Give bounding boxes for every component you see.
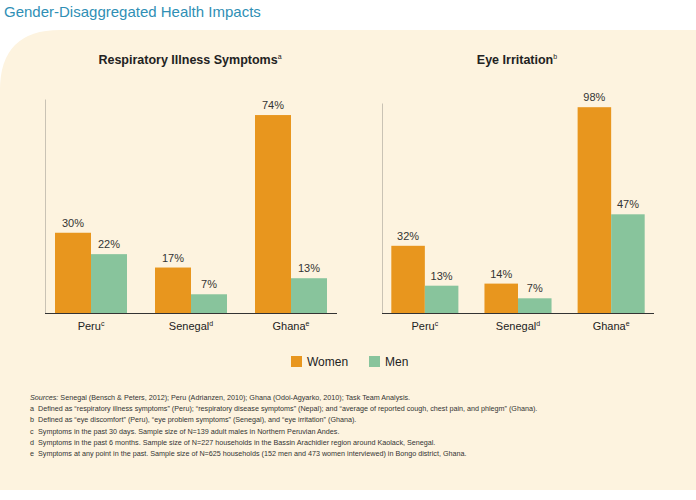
x-tick-note: c (435, 320, 439, 327)
page-title: Gender-Disaggregated Health Impacts (4, 3, 261, 20)
data-labels: 32% 14% 98% 13% 7% 47% (397, 91, 639, 294)
x-tick: Peruc (78, 313, 105, 332)
sources-label: Sources: (30, 393, 58, 402)
x-tick-note: d (209, 320, 213, 327)
note: e Symptoms at any point in the past. Samp… (30, 449, 467, 458)
legend-item: Women (291, 355, 348, 369)
note-text: Symptoms at any point in the past. Sampl… (38, 449, 467, 458)
bar (518, 298, 552, 313)
y-axis (45, 100, 46, 314)
x-tick-label: Senegald (169, 320, 213, 332)
legend: Women Men (291, 355, 408, 369)
legend-swatch (291, 356, 302, 367)
note-mark: c (30, 427, 34, 436)
x-tick: Ghanae (273, 313, 310, 332)
x-tick-label: Ghanae (593, 320, 630, 332)
data-label: 32% (397, 230, 419, 242)
y-axis (382, 104, 383, 314)
note-mark: d (30, 438, 34, 447)
note-mark: a (30, 404, 34, 413)
bar (391, 246, 425, 313)
note-text: Defined as “eye discomfort” (Peru), “eye… (38, 415, 356, 424)
x-tick-note: d (536, 320, 540, 327)
note-mark: e (30, 449, 34, 458)
x-tick-note: e (306, 320, 310, 327)
x-tick-label: Peruc (78, 320, 105, 332)
x-tick-label: Ghanae (273, 320, 310, 332)
x-tick-label: Senegald (496, 320, 540, 332)
bar (191, 294, 227, 313)
sources: Sources: Senegal (Bensch & Peters, 2012)… (30, 393, 410, 402)
chart-title: Eye Irritationb (477, 53, 557, 67)
bar (578, 107, 612, 313)
panel (0, 30, 696, 490)
chart-title: Respiratory Illness Symptomsa (98, 53, 281, 67)
data-label: 98% (583, 91, 605, 103)
legend-label: Men (385, 355, 408, 369)
page: Gender-Disaggregated Health Impacts Respi… (0, 0, 696, 500)
note: d Symptoms in the past 6 months. Sample s… (30, 438, 435, 447)
note-text: Symptoms in the past 6 months. Sample si… (38, 438, 435, 447)
bar (425, 286, 459, 313)
note-text: Symptoms in the past 30 days. Sample siz… (38, 427, 339, 436)
x-tick-note: c (101, 320, 105, 327)
bar (155, 268, 191, 313)
note: a Defined as “respiratory illness symptom… (30, 404, 537, 413)
data-label: 7% (527, 282, 543, 294)
x-axis: Peruc Senegald Ghanae (382, 313, 654, 332)
bars (55, 115, 327, 313)
data-label: 30% (62, 217, 84, 229)
x-axis-line (382, 313, 654, 314)
chart-title-text: Eye Irritation (477, 53, 553, 67)
legend-label: Women (307, 355, 348, 369)
note: c Symptoms in the past 30 days. Sample si… (30, 427, 339, 436)
legend-item: Men (369, 355, 408, 369)
x-axis: Peruc Senegald Ghanae (45, 313, 337, 332)
x-tick: Ghanae (593, 313, 630, 332)
data-label: 47% (617, 198, 639, 210)
x-tick: Senegald (496, 313, 540, 332)
bar (291, 278, 327, 313)
y-axis-line (45, 100, 46, 314)
bar (91, 254, 127, 313)
data-label: 13% (298, 262, 320, 274)
footnotes: Sources: Senegal (Bensch & Peters, 2012)… (30, 393, 537, 458)
data-label: 14% (490, 268, 512, 280)
bar (255, 115, 291, 313)
x-axis-line (45, 313, 337, 314)
chart: Eye Irritationb Peruc Senegald Ghanae 32% 14%… (382, 53, 654, 332)
data-label: 7% (201, 278, 217, 290)
bar (611, 214, 645, 313)
data-label: 74% (262, 99, 284, 111)
bars (391, 107, 644, 313)
bar (55, 233, 91, 313)
chart: Respiratory Illness Symptomsa Peruc Senega… (45, 53, 337, 332)
data-label: 17% (162, 252, 184, 264)
sources-text: Senegal (Bensch & Peters, 2012); Peru (A… (58, 393, 410, 402)
data-label: 22% (98, 238, 120, 250)
data-label: 13% (431, 270, 453, 282)
x-tick: Senegald (169, 313, 213, 332)
chart-title-note: b (553, 53, 557, 60)
bar (484, 284, 518, 313)
note-text: Defined as “respiratory illness symptoms… (38, 404, 537, 413)
note-mark: b (30, 415, 34, 424)
note: b Defined as “eye discomfort” (Peru), “ey… (30, 415, 356, 424)
data-labels: 30% 17% 74% 22% 7% 13% (62, 99, 320, 290)
x-tick-note: e (626, 320, 630, 327)
chart-title-text: Respiratory Illness Symptoms (98, 53, 277, 67)
y-axis-line (382, 104, 383, 314)
legend-swatch (369, 356, 380, 367)
x-tick-label: Peruc (411, 320, 438, 332)
x-tick: Peruc (411, 313, 438, 332)
chart-title-note: a (278, 53, 282, 60)
